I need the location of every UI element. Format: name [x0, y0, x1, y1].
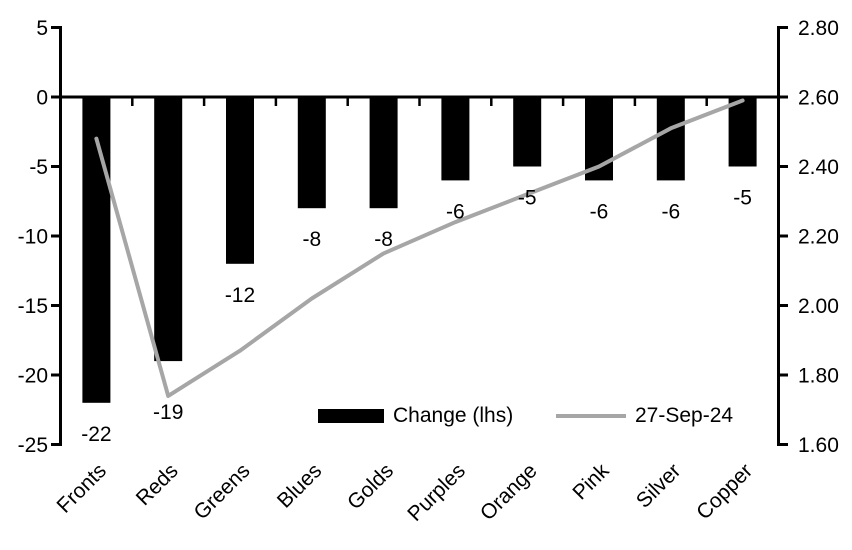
right-axis-label: 2.40: [798, 156, 839, 179]
category-label-greens: Greens: [190, 459, 255, 524]
line-27-sep-24: [94, 98, 745, 398]
category-label-silver: Silver: [632, 459, 685, 512]
category-label-golds: Golds: [343, 459, 398, 514]
right-axis-label: 1.60: [798, 434, 839, 457]
data-label-blues: -8: [302, 228, 321, 251]
data-label-purples: -6: [446, 200, 465, 223]
legend-label-change-lhs: Change (lhs): [393, 404, 514, 427]
left-axis-label: 5: [36, 17, 48, 40]
data-label-pink: -6: [590, 200, 609, 223]
right-axis-label: 2.80: [798, 17, 839, 40]
left-axis-label: -5: [29, 156, 48, 179]
category-label-fronts: Fronts: [53, 459, 111, 517]
data-label-golds: -8: [374, 228, 393, 251]
bar-orange: [513, 97, 542, 167]
legend-item-change-lhs: Change (lhs): [318, 403, 513, 429]
bar-reds: [154, 97, 183, 362]
right-axis-label: 2.00: [798, 295, 839, 318]
data-label-fronts: -22: [81, 423, 111, 446]
bar-fronts: [82, 97, 111, 403]
left-axis-label: -25: [18, 434, 48, 457]
data-label-reds: -19: [153, 401, 183, 424]
legend-bar-swatch: [318, 409, 384, 423]
legend-line-swatch: [556, 414, 626, 418]
left-axis-label: -10: [18, 226, 48, 249]
category-label-orange: Orange: [476, 459, 542, 525]
left-axis-label: -15: [18, 295, 48, 318]
bar-silver: [656, 97, 685, 181]
bar-blues: [297, 97, 326, 209]
legend-label-27-sep-24: 27-Sep-24: [635, 404, 734, 427]
right-axis-label: 1.80: [798, 365, 839, 388]
category-label-copper: Copper: [692, 459, 757, 524]
category-label-reds: Reds: [132, 459, 183, 510]
data-label-copper: -5: [733, 187, 752, 210]
data-label-orange: -5: [518, 187, 537, 210]
category-label-purples: Purples: [403, 459, 470, 526]
category-label-pink: Pink: [568, 459, 614, 505]
right-axis-label: 2.60: [798, 87, 839, 110]
bar-copper: [728, 97, 757, 167]
bar-purples: [441, 97, 470, 181]
bar-golds: [369, 97, 398, 209]
data-label-greens: -12: [225, 284, 255, 307]
left-axis-label: 0: [36, 87, 48, 110]
category-label-blues: Blues: [273, 459, 326, 512]
data-label-silver: -6: [661, 200, 680, 223]
left-axis-label: -20: [18, 365, 48, 388]
bar-greens: [226, 97, 254, 264]
legend-item-27-sep-24: 27-Sep-24: [556, 403, 733, 429]
right-axis-label: 2.20: [798, 226, 839, 249]
